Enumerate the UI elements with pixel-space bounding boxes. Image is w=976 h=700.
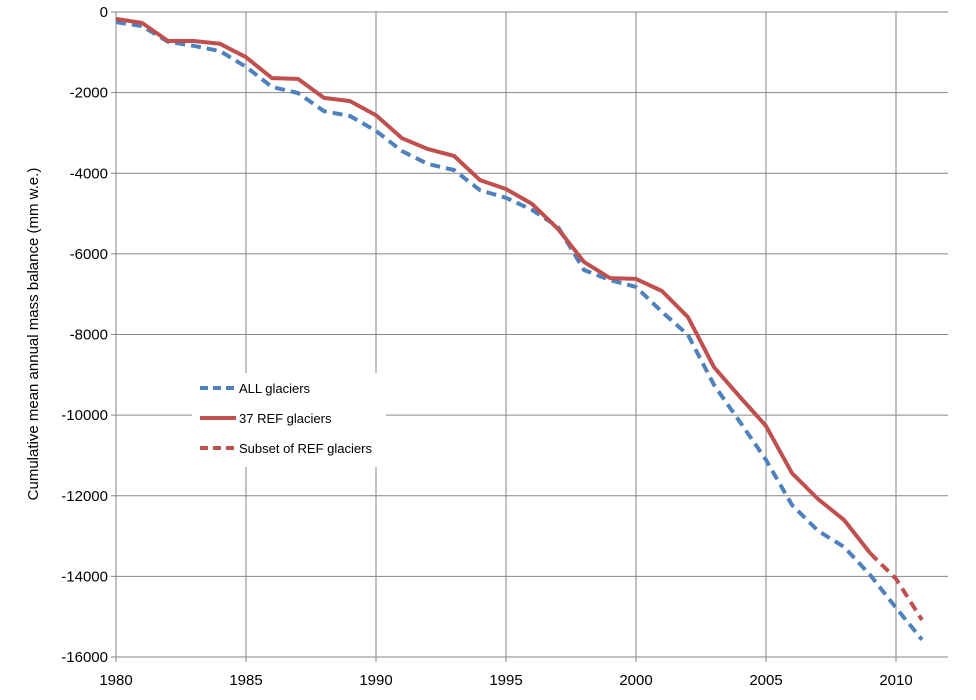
y-tick-label: -4000: [70, 165, 108, 182]
series-line-1: [115, 16, 872, 555]
y-tick-label: -12000: [61, 488, 108, 505]
legend-label: Subset of REF glaciers: [239, 441, 372, 456]
series-line-0: [115, 20, 924, 641]
y-tick-label: -6000: [70, 246, 108, 263]
x-tick-label: 2005: [749, 672, 782, 689]
y-tick-label: -2000: [70, 85, 108, 102]
x-tick-label: 1985: [229, 672, 262, 689]
x-tick-label: 1990: [359, 672, 392, 689]
series-lines: [115, 16, 924, 641]
y-tick-label: -14000: [61, 568, 108, 585]
y-tick-label: -16000: [61, 649, 108, 666]
series-line-2: [868, 551, 924, 621]
y-tick-label: -8000: [70, 327, 108, 344]
y-axis-label: Cumulative mean annual mass balance (mm …: [25, 168, 42, 501]
tick-labels: 0 -2000 -4000 -6000 -8000 -10000 -12000 -14000 -…: [61, 4, 912, 689]
grid: [111, 11, 948, 662]
x-tick-label: 1995: [489, 672, 522, 689]
x-tick-label: 1980: [99, 672, 132, 689]
legend: ALL glaciers 37 REF glaciers Subset of REF…: [192, 373, 386, 467]
legend-label: ALL glaciers: [239, 381, 311, 396]
y-tick-label: -10000: [61, 407, 108, 424]
x-tick-label: 2010: [879, 672, 912, 689]
y-tick-label: 0: [100, 4, 108, 21]
x-tick-label: 2000: [619, 672, 652, 689]
legend-label: 37 REF glaciers: [239, 411, 332, 426]
